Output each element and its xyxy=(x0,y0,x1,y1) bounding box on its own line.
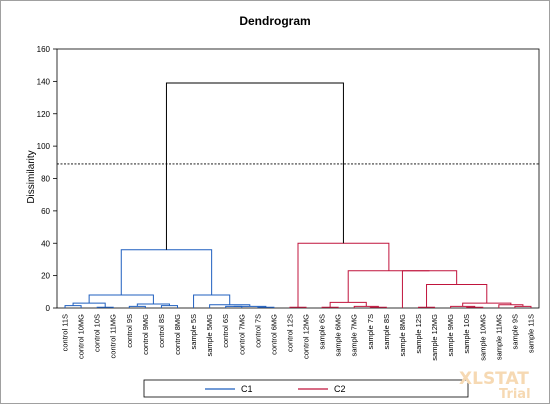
leaf-label: sample 11S xyxy=(526,314,535,353)
leaf-label: sample 12S xyxy=(414,314,423,354)
leaf-label: sample 10MG xyxy=(478,314,487,361)
dendrogram-link xyxy=(466,306,484,308)
leaf-label: control 7S xyxy=(253,314,262,348)
leaf-label: sample 5S xyxy=(189,314,198,349)
leaf-label: sample 6S xyxy=(318,314,327,349)
leaf-label: sample 9S xyxy=(510,314,519,349)
dendrogram-link xyxy=(297,242,390,308)
y-tick-label: 20 xyxy=(41,272,50,281)
dendrogram-link xyxy=(498,304,524,308)
leaf-label: sample 7S xyxy=(366,314,375,349)
y-tick-label: 80 xyxy=(41,175,50,184)
dendrogram-link xyxy=(257,306,275,308)
leaf-label: sample 8MG xyxy=(398,314,407,357)
leaf-label: sample 11MG xyxy=(494,314,503,360)
dendrogram-link xyxy=(72,302,106,308)
dendrogram-link xyxy=(64,305,82,308)
dendrogram-link xyxy=(120,249,213,296)
dendrogram-link xyxy=(418,306,436,308)
leaf-label: sample 7MG xyxy=(350,314,359,357)
leaf-label: control 12S xyxy=(285,314,294,352)
leaf-label: sample 10S xyxy=(462,314,471,354)
chart-title: Dendrogram xyxy=(239,14,310,28)
leaf-label: control 9MG xyxy=(141,314,150,355)
dendrogram-link xyxy=(289,306,307,308)
y-tick-label: 160 xyxy=(37,45,51,54)
leaf-label: control 8S xyxy=(157,314,166,348)
legend-label: C1 xyxy=(241,384,253,394)
leaf-label: control 11MG xyxy=(109,314,118,359)
legend-label: C2 xyxy=(334,384,346,394)
y-tick-label: 60 xyxy=(41,207,50,216)
dendrogram-link xyxy=(88,294,154,304)
dendrogram-link xyxy=(160,305,178,308)
dendrogram-link xyxy=(462,302,512,307)
dendrogram-link xyxy=(347,270,430,303)
leaf-label: sample 12MG xyxy=(430,314,439,361)
y-axis-label: Dissimilarity xyxy=(26,150,37,203)
dendrogram-link xyxy=(401,270,458,308)
dendrogram-link xyxy=(209,304,251,308)
dendrogram-link xyxy=(96,306,114,308)
leaf-label: sample 6MG xyxy=(334,314,343,357)
leaf-label: sample 9MG xyxy=(446,314,455,357)
watermark-logo: XLSTAT xyxy=(459,369,529,389)
leaf-label: control 11S xyxy=(61,314,70,351)
leaf-label: control 10S xyxy=(93,314,102,352)
dendrogram-link xyxy=(165,82,344,250)
leaf-label: control 12MG xyxy=(302,314,311,359)
watermark-trial: Trial xyxy=(499,387,531,402)
leaf-label: control 10MG xyxy=(77,314,86,359)
y-tick-label: 100 xyxy=(37,142,51,151)
leaf-label: control 9S xyxy=(125,314,134,348)
leaf-label: sample 8S xyxy=(382,314,391,349)
dendrogram-link xyxy=(193,294,231,308)
plot-area: 0 20 40 60 80 100 120 140 160 control 11S control … xyxy=(37,45,540,361)
dendrogram-link xyxy=(369,306,387,308)
leaf-label: control 6MG xyxy=(269,314,278,355)
y-tick-label: 140 xyxy=(37,77,51,86)
y-tick-label: 120 xyxy=(37,110,51,119)
y-tick-label: 40 xyxy=(41,239,50,248)
y-tick-label: 0 xyxy=(46,304,51,313)
legend: C1 C2 xyxy=(143,379,469,398)
leaf-label: control 6S xyxy=(221,314,230,348)
leaf-label: control 8MG xyxy=(173,314,182,355)
leaf-label: sample 5MG xyxy=(205,314,214,357)
dendrogram-link xyxy=(233,305,267,308)
leaf-label: control 7MG xyxy=(237,314,246,355)
dendrogram-link xyxy=(321,306,339,308)
dendrogram-link xyxy=(426,284,488,308)
